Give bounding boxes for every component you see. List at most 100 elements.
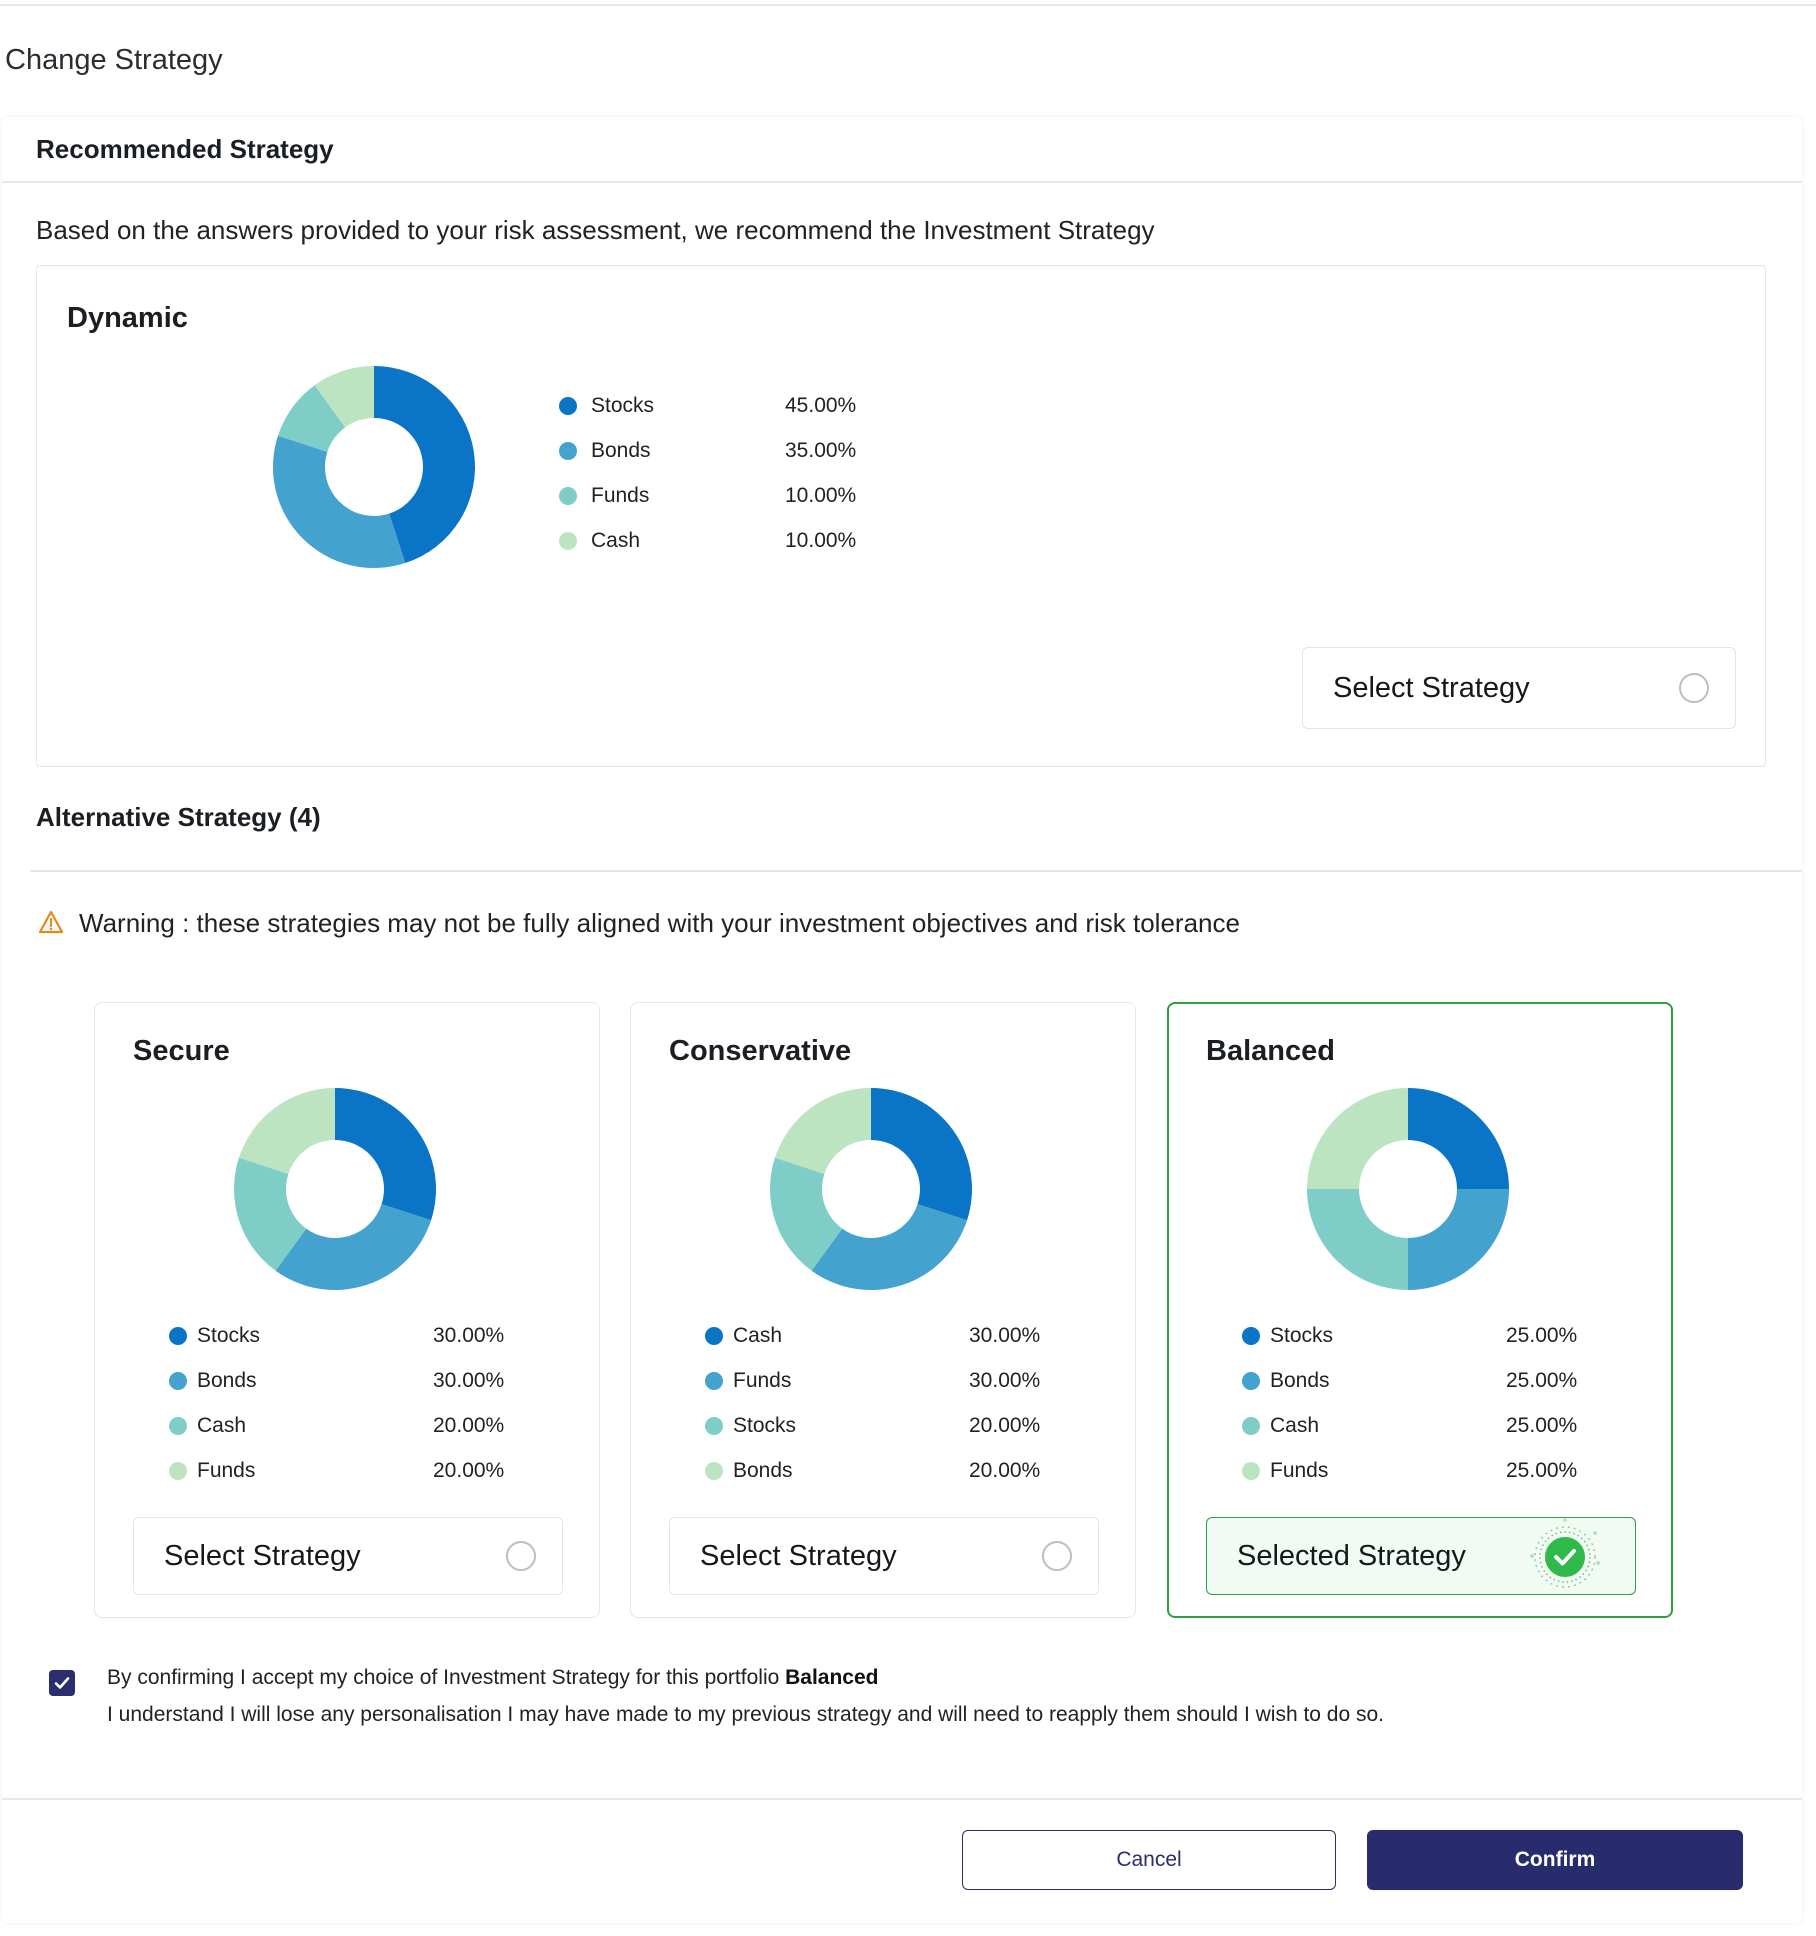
legend-label: Cash: [733, 1324, 783, 1347]
checkmark-icon[interactable]: [1525, 1517, 1605, 1597]
legend-dot: [705, 1417, 723, 1435]
strategy-card-secure: Secure Stocks 30.00% Bonds 30.00% Cash 2…: [94, 1002, 600, 1618]
strategy-card-balanced: Balanced Stocks 25.00% Bonds 25.00% Cash…: [1167, 1002, 1673, 1618]
legend-item: Bonds 25.00%: [1242, 1366, 1577, 1396]
donut-slice-bonds: [1408, 1189, 1509, 1290]
legend-label: Cash: [197, 1414, 247, 1437]
donut-slice-funds: [811, 1204, 968, 1290]
strategy-name: Secure: [133, 1035, 230, 1067]
warning-icon: [38, 910, 64, 934]
donut-slice-bonds: [774, 1088, 871, 1174]
radio-button[interactable]: [1042, 1541, 1072, 1571]
confirm-button[interactable]: Confirm: [1367, 1830, 1743, 1890]
allocation-donut-chart: [1307, 1088, 1509, 1290]
legend-dot: [559, 397, 577, 415]
legend-value: 45.00%: [785, 394, 857, 417]
consent-checkbox[interactable]: [49, 1670, 75, 1696]
selected-strategy-button[interactable]: Selected Strategy: [1206, 1517, 1636, 1595]
legend-item: Stocks 20.00%: [705, 1411, 1040, 1441]
donut-slice-funds: [1307, 1088, 1408, 1189]
recommendation-text: Based on the answers provided to your ri…: [36, 215, 1155, 245]
allocation-donut-chart: [770, 1088, 972, 1290]
legend-dot: [169, 1372, 187, 1390]
legend-label: Funds: [733, 1369, 792, 1392]
legend-dot: [169, 1462, 187, 1480]
donut-slice-stocks: [1408, 1088, 1509, 1189]
legend-label: Stocks: [197, 1324, 261, 1347]
strategy-name: Dynamic: [67, 302, 188, 334]
legend-dot: [705, 1372, 723, 1390]
consent-text: By confirming I accept my choice of Inve…: [107, 1666, 879, 1690]
legend-value: 20.00%: [433, 1459, 505, 1482]
strategy-name: Balanced: [1206, 1035, 1335, 1067]
donut-slice-cash: [234, 1157, 307, 1271]
legend-dot: [1242, 1417, 1260, 1435]
legend-item: Bonds 20.00%: [705, 1456, 1040, 1486]
legend-value: 30.00%: [969, 1369, 1041, 1392]
donut-slice-funds: [238, 1088, 335, 1174]
legend-item: Stocks 25.00%: [1242, 1321, 1577, 1351]
recommended-strategy-card: Dynamic Stocks 45.00% Bonds 35.00% Funds…: [36, 265, 1766, 767]
legend-label: Bonds: [1270, 1369, 1330, 1392]
legend-value: 25.00%: [1506, 1459, 1578, 1482]
legend-dot: [1242, 1327, 1260, 1345]
legend-dot: [1242, 1462, 1260, 1480]
donut-slice-stocks: [770, 1157, 843, 1271]
legend-dot: [1242, 1372, 1260, 1390]
donut-slice-stocks: [335, 1088, 436, 1221]
strategy-card-conservative: Conservative Cash 30.00% Funds 30.00% St…: [630, 1002, 1136, 1618]
select-strategy-label: Selected Strategy: [1237, 1539, 1466, 1572]
legend-dot: [169, 1327, 187, 1345]
legend-value: 30.00%: [433, 1324, 505, 1347]
donut-slice-cash: [1307, 1189, 1408, 1290]
legend-dot: [705, 1462, 723, 1480]
consent-disclaimer: I understand I will lose any personalisa…: [107, 1703, 1385, 1726]
legend-value: 20.00%: [969, 1459, 1041, 1482]
legend-item: Bonds 30.00%: [169, 1366, 504, 1396]
legend-item: Funds 30.00%: [705, 1366, 1040, 1396]
legend-value: 35.00%: [785, 439, 857, 462]
legend-item: Funds 10.00%: [559, 481, 856, 511]
legend-label: Cash: [1270, 1414, 1320, 1437]
legend-label: Bonds: [591, 439, 651, 462]
legend-label: Stocks: [733, 1414, 797, 1437]
legend-value: 20.00%: [433, 1414, 505, 1437]
select-strategy-button[interactable]: Select Strategy: [133, 1517, 563, 1595]
select-strategy-button[interactable]: Select Strategy: [669, 1517, 1099, 1595]
legend-dot: [705, 1327, 723, 1345]
legend-label: Stocks: [1270, 1324, 1334, 1347]
legend-label: Bonds: [733, 1459, 793, 1482]
legend-item: Cash 10.00%: [559, 526, 856, 556]
donut-slice-bonds: [275, 1204, 432, 1290]
radio-button[interactable]: [506, 1541, 536, 1571]
legend-label: Funds: [591, 484, 650, 507]
legend-value: 30.00%: [969, 1324, 1041, 1347]
select-strategy-label: Select Strategy: [164, 1539, 361, 1572]
top-border: [0, 4, 1816, 6]
legend-value: 30.00%: [433, 1369, 505, 1392]
select-strategy-button[interactable]: Select Strategy: [1302, 647, 1736, 729]
legend-item: Funds 20.00%: [169, 1456, 504, 1486]
legend-dot: [169, 1417, 187, 1435]
legend-value: 10.00%: [785, 529, 857, 552]
legend-dot: [559, 532, 577, 550]
warning-text: Warning : these strategies may not be fu…: [79, 908, 1240, 938]
cancel-button[interactable]: Cancel: [962, 1830, 1336, 1890]
donut-slice-bonds: [273, 435, 406, 568]
radio-button[interactable]: [1679, 673, 1709, 703]
select-strategy-label: Select Strategy: [700, 1539, 897, 1572]
legend-label: Funds: [197, 1459, 256, 1482]
legend-dot: [559, 442, 577, 460]
legend-item: Stocks 30.00%: [169, 1321, 504, 1351]
consent-prefix: By confirming I accept my choice of Inve…: [107, 1666, 786, 1689]
legend-item: Bonds 35.00%: [559, 436, 856, 466]
allocation-donut-chart: [234, 1088, 436, 1290]
legend-value: 25.00%: [1506, 1324, 1578, 1347]
select-strategy-label: Select Strategy: [1333, 671, 1530, 704]
legend-item: Cash 30.00%: [705, 1321, 1040, 1351]
donut-slice-stocks: [374, 366, 475, 564]
legend-label: Cash: [591, 529, 641, 552]
section-divider: [2, 181, 1802, 183]
donut-slice-cash: [871, 1088, 972, 1221]
legend-item: Cash 20.00%: [169, 1411, 504, 1441]
